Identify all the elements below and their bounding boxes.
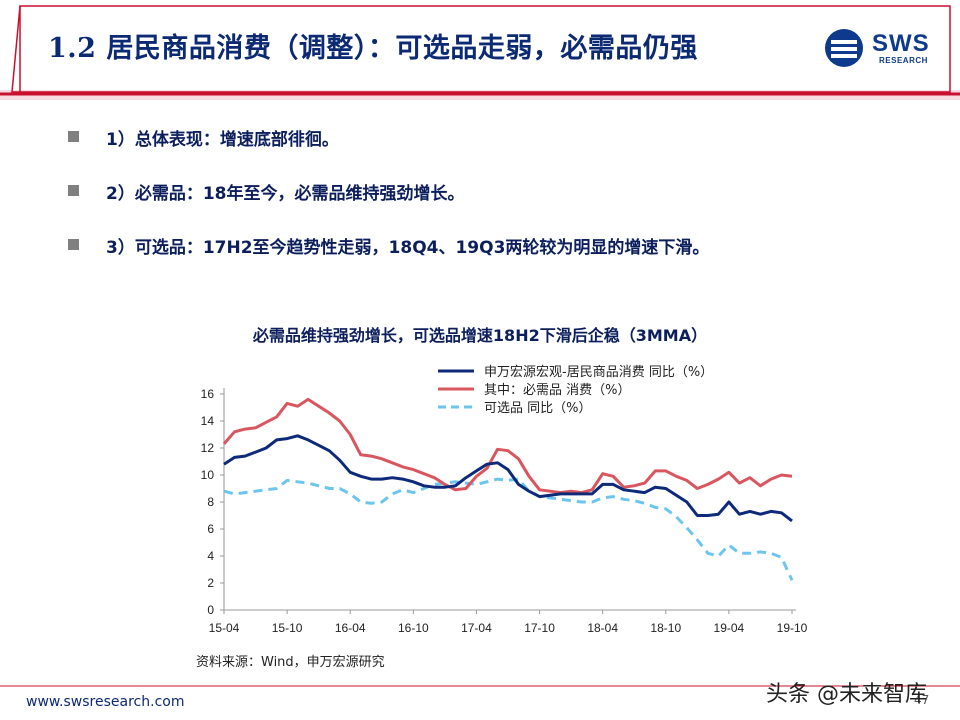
y-tick-label: 4 (207, 549, 214, 563)
bullet-square-icon (68, 239, 79, 250)
x-tick-label: 16-04 (335, 621, 366, 635)
footer-divider (0, 685, 960, 687)
x-tick-label: 16-10 (398, 621, 429, 635)
footer-url[interactable]: www.swsresearch.com (26, 694, 185, 710)
bullet-text: 1）总体表现：增速底部徘徊。 (106, 130, 339, 150)
x-tick-label: 18-04 (587, 621, 618, 635)
legend-label: 可选品 同比（%） (484, 401, 592, 416)
y-tick-label: 12 (201, 441, 215, 455)
x-tick-label: 15-04 (209, 621, 240, 635)
bullet-square-icon (68, 131, 79, 142)
series-line-2 (223, 477, 794, 581)
logo-subtext: RESEARCH (879, 56, 928, 65)
x-tick-label: 17-10 (524, 621, 555, 635)
x-tick-label: 17-04 (461, 621, 492, 635)
y-tick-label: 10 (201, 468, 215, 482)
sws-logo-icon (825, 29, 863, 67)
title-bar-decoration (0, 5, 960, 100)
bullet-square-icon (68, 185, 79, 196)
series-line-1 (222, 397, 793, 495)
series-line-0 (223, 434, 793, 523)
legend-label: 申万宏源宏观-居民商品消费 同比（%） (484, 365, 713, 380)
source-note: 资料来源：Wind，申万宏源研究 (196, 655, 385, 670)
watermark: 头条 @未来智库 (766, 682, 927, 707)
page-title: 1.2 居民商品消费（调整）：可选品走弱，必需品仍强 (48, 33, 698, 64)
y-tick-label: 8 (207, 495, 214, 509)
bullet-text: 2）必需品：18年至今，必需品维持强劲增长。 (106, 184, 465, 204)
logo-text: SWS (872, 30, 930, 57)
y-tick-label: 14 (201, 414, 215, 428)
y-tick-label: 6 (207, 522, 214, 536)
page-number: 47 (914, 693, 930, 707)
legend-label: 其中：必需品 消费（%） (484, 383, 631, 398)
y-tick-label: 0 (207, 603, 214, 617)
x-tick-label: 15-10 (272, 621, 303, 635)
x-tick-label: 18-10 (650, 621, 681, 635)
chart-title: 必需品维持强劲增长，可选品增速18H2下滑后企稳（3MMA） (252, 326, 708, 345)
x-tick-label: 19-04 (714, 621, 745, 635)
line-chart: 0 2 4 6 8 10 12 14 16 15-04 15-10 16-04 16-10 17-04 17… (201, 365, 808, 635)
y-tick-label: 16 (201, 387, 215, 401)
y-tick-label: 2 (207, 576, 214, 590)
bullet-text: 3）可选品：17H2至今趋势性走弱，18Q4、19Q3两轮较为明显的增速下滑。 (106, 238, 710, 258)
x-tick-label: 19-10 (777, 621, 808, 635)
